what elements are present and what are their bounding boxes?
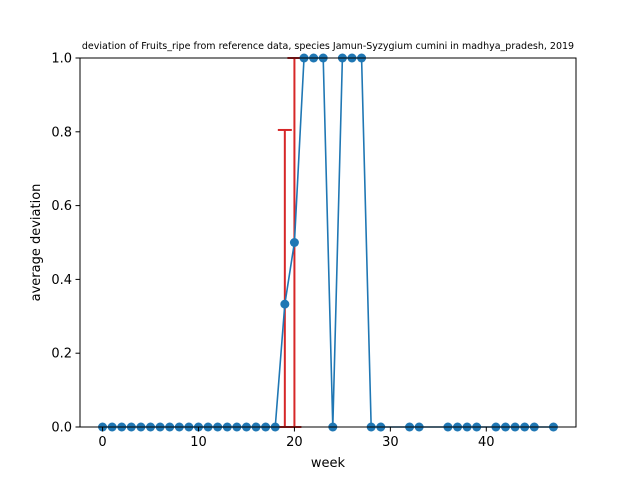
y-tick-label: 0.8 <box>51 125 72 140</box>
x-tick-label: 40 <box>478 435 495 450</box>
y-tick-label: 0.6 <box>51 199 72 214</box>
x-axis-label: week <box>311 456 346 471</box>
y-tick-label: 1.0 <box>51 52 72 67</box>
y-axis-ticks: 0.0 0.2 0.4 0.6 0.8 1.0 <box>51 52 80 436</box>
y-tick-label: 0.0 <box>51 421 72 436</box>
y-axis-label: average deviation <box>29 184 44 302</box>
x-tick-label: 20 <box>286 435 303 450</box>
x-tick-label: 30 <box>382 435 399 450</box>
y-tick-label: 0.4 <box>51 273 72 288</box>
error-bar <box>277 128 292 428</box>
plot-frame <box>79 57 577 428</box>
x-tick-label: 10 <box>190 435 207 450</box>
series-line <box>102 57 554 428</box>
data-point <box>289 238 299 247</box>
series-polyline <box>102 57 554 428</box>
x-axis-ticks: 0 10 20 30 40 <box>98 427 495 450</box>
y-tick-label: 0.2 <box>51 347 72 362</box>
data-point <box>280 299 290 309</box>
x-tick-label: 0 <box>98 435 106 450</box>
chart-title: deviation of Fruits_ripe from reference … <box>82 41 574 52</box>
